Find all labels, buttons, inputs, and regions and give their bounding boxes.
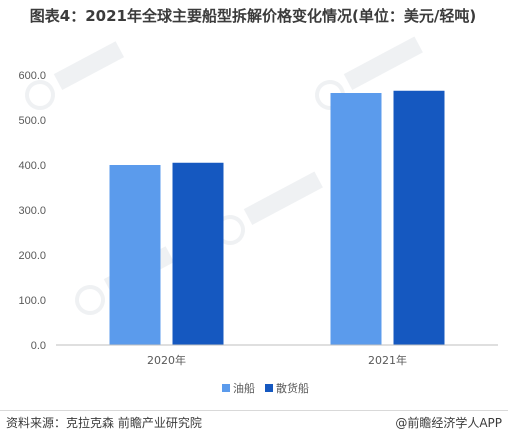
bar-tanker-2 [330, 93, 382, 345]
watermark-logo [25, 41, 125, 110]
bar-tanker-1 [109, 165, 161, 345]
legend-swatch [222, 384, 230, 392]
y-tick-label: 0.0 [31, 340, 46, 352]
brand-credit: @前瞻经济学人APP [395, 414, 502, 431]
bar-chart: 0.0 100.0 200.0 300.0 400.0 500.0 600.0 2020年 2… [18, 36, 498, 395]
brand-credit-text: @前瞻经济学人APP [395, 416, 502, 430]
chart-title: 图表4：2021年全球主要船型拆解价格变化情况(单位：美元/轻吨) [29, 7, 477, 25]
legend-label: 散货船 [276, 381, 309, 395]
legend-swatch [265, 384, 273, 392]
y-tick-label: 100.0 [18, 295, 46, 307]
y-tick-label: 200.0 [18, 250, 46, 262]
footer-divider [0, 410, 508, 411]
x-tick-label: 2021年 [368, 353, 407, 367]
y-tick-label: 600.0 [18, 70, 46, 82]
y-tick-label: 300.0 [18, 205, 46, 217]
bar-bulk-carrier-2 [393, 90, 445, 345]
watermark-logo [215, 171, 323, 245]
y-tick-label: 500.0 [18, 115, 46, 127]
y-tick-label: 400.0 [18, 160, 46, 172]
bar-bulk-carrier-1 [172, 162, 224, 345]
x-tick-label: 2020年 [147, 353, 186, 367]
source-note: 资料来源：克拉克森 前瞻产业研究院 [6, 416, 202, 430]
legend-label: 油船 [233, 381, 255, 395]
